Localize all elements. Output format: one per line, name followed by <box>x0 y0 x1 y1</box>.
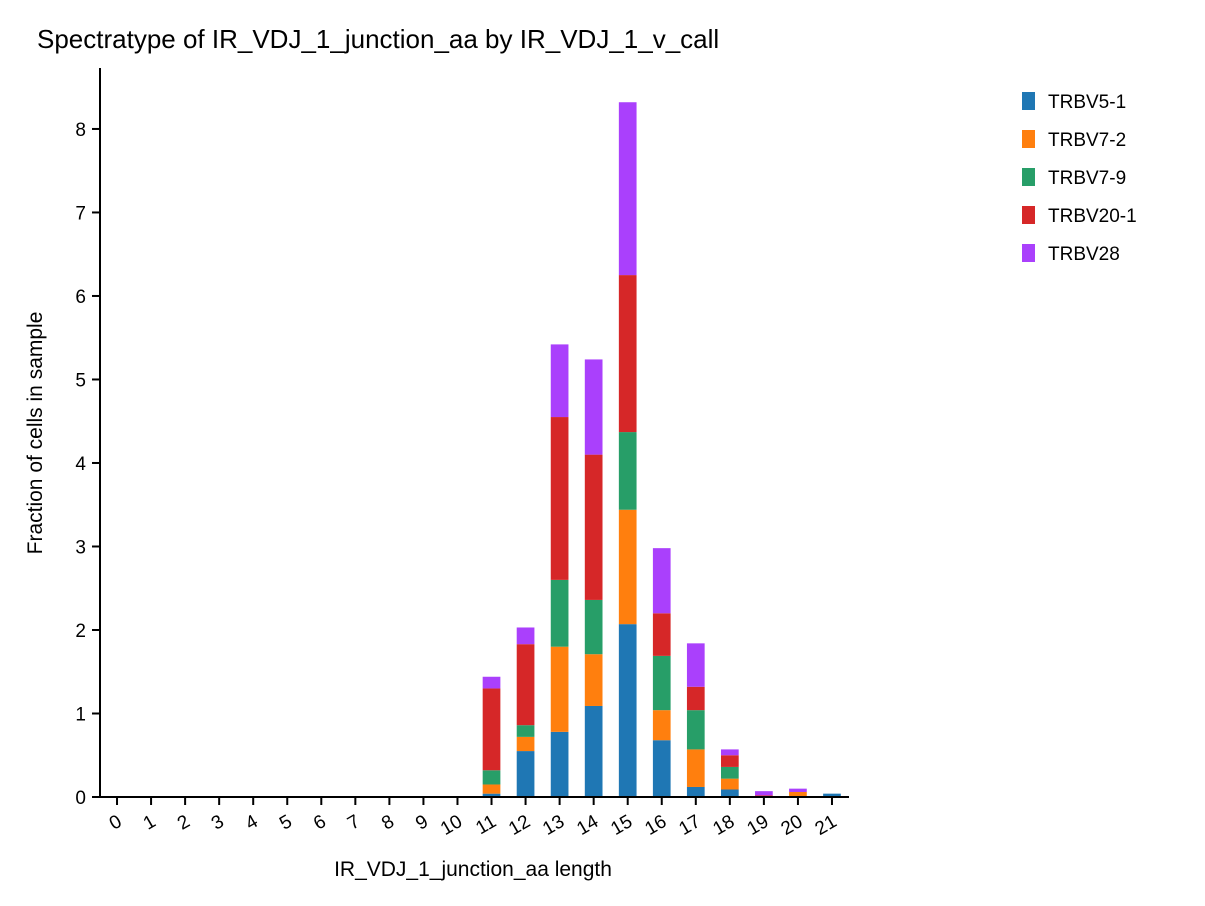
legend-label: TRBV28 <box>1048 244 1120 265</box>
legend-swatch <box>1022 206 1035 224</box>
x-tick-label: 2 <box>174 811 194 834</box>
bar-segment-16-trbv20-1 <box>652 613 671 656</box>
x-tick-label: 7 <box>344 811 364 834</box>
x-ticks-group: 0 1 2 3 4 5 6 7 8 9 10 11 12 13 14 15 16 17 18 19 20 21 <box>106 797 841 840</box>
bar-segment-12-trbv5-1 <box>516 751 535 797</box>
legend-swatch <box>1022 168 1035 186</box>
x-tick-label: 20 <box>778 811 807 840</box>
y-ticks-group: 0 1 2 3 4 5 6 7 8 <box>75 120 100 809</box>
x-tick-label: 19 <box>744 811 773 840</box>
bar-segment-13-trbv5-1 <box>550 731 569 797</box>
bar-segment-13-trbv28 <box>550 344 569 418</box>
bar-segment-16-trbv7-9 <box>652 655 671 711</box>
x-tick-label: 3 <box>208 811 228 834</box>
bar-segment-18-trbv7-9 <box>720 766 739 779</box>
x-tick-label: 17 <box>675 811 704 840</box>
x-tick-label: 15 <box>607 811 636 840</box>
bar-segment-20-trbv7-2 <box>789 791 807 797</box>
x-tick-label: 21 <box>812 811 841 840</box>
y-tick-label: 4 <box>75 454 86 475</box>
bars-group <box>482 102 841 797</box>
bar-segment-17-trbv20-1 <box>686 686 705 711</box>
bar-segment-18-trbv20-1 <box>720 755 739 767</box>
bar-segment-18-trbv5-1 <box>720 789 739 797</box>
y-tick-label: 0 <box>75 788 86 809</box>
legend-swatch <box>1022 130 1035 148</box>
y-tick-label: 7 <box>75 203 86 224</box>
bar-segment-12-trbv28 <box>516 627 535 645</box>
y-tick-label: 3 <box>75 537 86 558</box>
bar-segment-16-trbv5-1 <box>652 740 671 797</box>
bar-segment-17-trbv5-1 <box>686 786 705 797</box>
y-tick-label: 8 <box>75 120 86 141</box>
bar-segment-11-trbv20-1 <box>482 688 501 771</box>
bar-segment-16-trbv28 <box>652 548 671 614</box>
legend-label: TRBV5-1 <box>1048 92 1126 113</box>
bar-segment-17-trbv7-2 <box>686 749 705 787</box>
bar-segment-12-trbv20-1 <box>516 644 535 726</box>
x-tick-label: 16 <box>641 811 670 840</box>
y-tick-label: 5 <box>75 370 86 391</box>
bar-segment-11-trbv7-9 <box>482 770 501 785</box>
x-tick-label: 14 <box>573 811 602 840</box>
legend-label: TRBV7-9 <box>1048 168 1126 189</box>
bar-segment-11-trbv7-2 <box>482 784 501 794</box>
bar-segment-13-trbv20-1 <box>550 417 569 580</box>
bar-segment-15-trbv20-1 <box>618 275 637 433</box>
bar-segment-15-trbv28 <box>618 102 637 276</box>
bar-segment-12-trbv7-9 <box>516 725 535 737</box>
bar-segment-20-trbv28 <box>789 788 807 792</box>
bar-segment-16-trbv7-2 <box>652 710 671 741</box>
bar-segment-15-trbv5-1 <box>618 624 637 797</box>
bar-segment-18-trbv7-2 <box>720 778 739 790</box>
y-tick-label: 6 <box>75 287 86 308</box>
legend-swatch <box>1022 244 1035 262</box>
legend-label: TRBV7-2 <box>1048 130 1126 151</box>
x-tick-label: 6 <box>310 811 330 834</box>
y-axis-label: Fraction of cells in sample <box>24 312 47 555</box>
x-tick-label: 5 <box>276 811 296 834</box>
x-tick-label: 8 <box>378 811 398 834</box>
bar-segment-13-trbv7-2 <box>550 646 569 732</box>
x-tick-label: 11 <box>472 811 500 839</box>
x-tick-label: 1 <box>140 811 160 834</box>
bar-segment-13-trbv7-9 <box>550 579 569 647</box>
y-tick-label: 1 <box>75 704 86 725</box>
bar-segment-14-trbv20-1 <box>584 454 603 600</box>
bar-segment-17-trbv7-9 <box>686 710 705 750</box>
x-tick-label: 9 <box>412 811 432 834</box>
legend-swatch <box>1022 92 1035 110</box>
x-tick-label: 10 <box>437 811 466 840</box>
bar-segment-17-trbv28 <box>686 643 705 687</box>
x-tick-label: 13 <box>539 811 568 840</box>
y-tick-label: 2 <box>75 621 86 642</box>
x-tick-label: 0 <box>106 811 126 834</box>
bar-segment-12-trbv7-2 <box>516 736 535 752</box>
bar-segment-15-trbv7-2 <box>618 509 637 625</box>
bar-segment-14-trbv5-1 <box>584 705 603 797</box>
bar-segment-18-trbv28 <box>720 749 739 756</box>
legend-label: TRBV20-1 <box>1048 206 1137 227</box>
legend: TRBV5-1 TRBV7-2 TRBV7-9 TRBV20-1 TRBV28 <box>1022 92 1137 265</box>
chart-title: Spectratype of IR_VDJ_1_junction_aa by I… <box>37 24 719 54</box>
bar-segment-19-trbv28 <box>755 791 773 796</box>
x-tick-label: 18 <box>710 811 739 840</box>
x-axis-label: IR_VDJ_1_junction_aa length <box>334 858 612 881</box>
bar-segment-15-trbv7-9 <box>618 432 637 510</box>
bar-segment-14-trbv7-9 <box>584 599 603 655</box>
x-tick-label: 12 <box>505 811 534 840</box>
bar-segment-14-trbv28 <box>584 359 603 455</box>
bar-segment-21-trbv5-1 <box>823 793 841 797</box>
bar-segment-14-trbv7-2 <box>584 654 603 706</box>
bar-segment-11-trbv28 <box>482 676 501 689</box>
bar-segment-11-trbv5-1 <box>482 793 501 797</box>
x-tick-label: 4 <box>242 811 262 835</box>
